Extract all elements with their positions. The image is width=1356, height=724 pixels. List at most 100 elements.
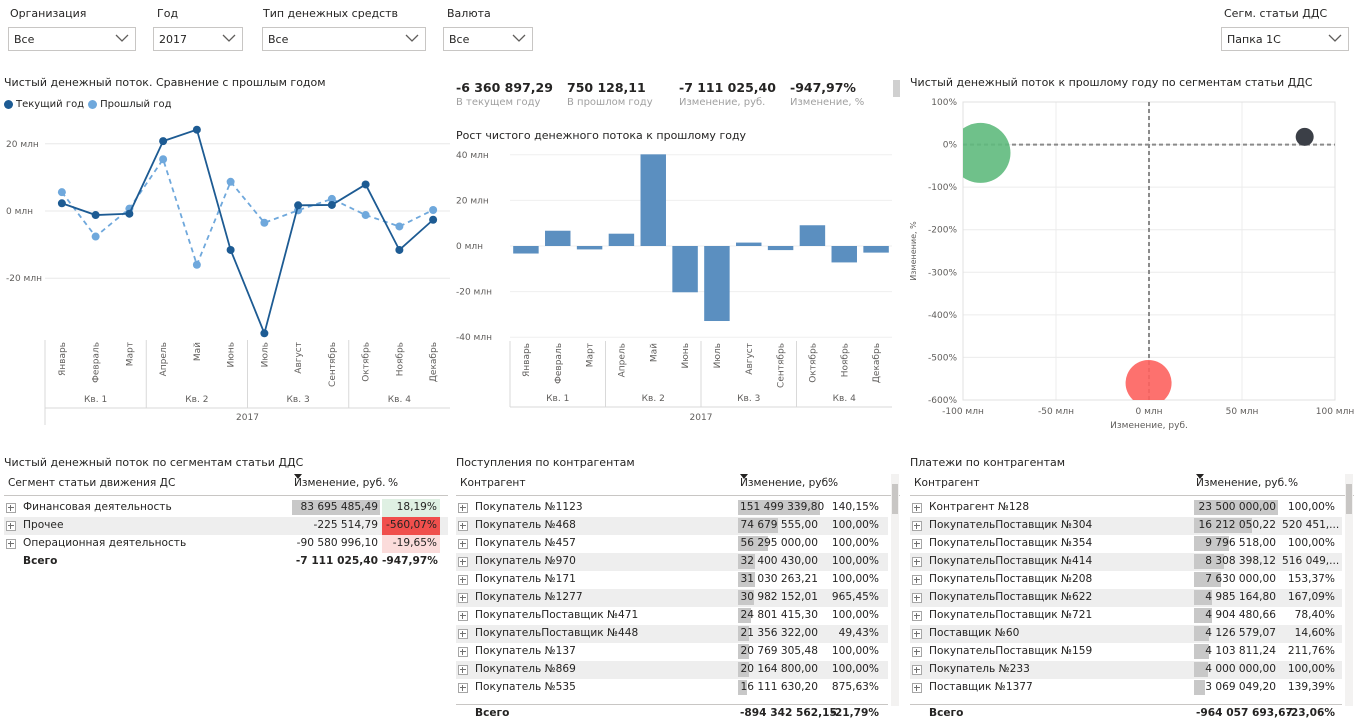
expand-plus-icon[interactable] <box>458 503 468 513</box>
y-tick-label: 20 млн <box>456 196 489 206</box>
bar <box>736 242 762 246</box>
expand-plus-icon[interactable] <box>912 557 922 567</box>
table-row[interactable]: Покупатель №137 20 769 305,48 100,00% <box>456 643 888 661</box>
column-header-name[interactable]: Сегмент статьи движения ДС <box>8 477 176 489</box>
table-row[interactable]: Операционная деятельность -90 580 996,10-… <box>4 535 448 553</box>
expand-plus-icon[interactable] <box>912 629 922 639</box>
point-previous <box>361 211 370 220</box>
receipts-table-title: Поступления по контрагентам <box>456 456 635 469</box>
expand-plus-icon[interactable] <box>458 629 468 639</box>
expand-plus-icon[interactable] <box>6 539 16 549</box>
expand-plus-icon[interactable] <box>912 521 922 531</box>
data-bar <box>738 644 750 659</box>
table-row[interactable]: ПокупательПоставщик №354 9 796 518,00 100,… <box>910 535 1342 553</box>
slicer-segment-dropdown[interactable]: Папка 1С <box>1221 27 1349 51</box>
expand-plus-icon[interactable] <box>458 611 468 621</box>
table-row[interactable]: ПокупательПоставщик №622 4 985 164,80 167,… <box>910 589 1342 607</box>
table-row[interactable]: Контрагент №128 23 500 000,00 100,00% <box>910 499 1342 517</box>
column-header-change[interactable]: Изменение, руб. <box>294 474 385 489</box>
column-header-change[interactable]: Изменение, руб. <box>740 474 831 489</box>
table-scrollbar[interactable] <box>1345 474 1353 706</box>
row-change-value: -90 580 996,10 <box>296 537 378 549</box>
quarter-label: Кв. 1 <box>84 395 107 405</box>
table-row[interactable]: ПокупательПоставщик №304 16 212 050,22 520… <box>910 517 1342 535</box>
table-row[interactable]: ПокупательПоставщик №471 24 801 415,30 100… <box>456 607 888 625</box>
table-row[interactable]: Покупатель №1123 151 499 339,80 140,15% <box>456 499 888 517</box>
expand-plus-icon[interactable] <box>912 539 922 549</box>
expand-plus-icon[interactable] <box>912 611 922 621</box>
line-chart-legend: Текущий год Прошлый год <box>4 99 172 110</box>
expand-plus-icon[interactable] <box>6 521 16 531</box>
row-name: ПокупательПоставщик №448 <box>475 627 639 639</box>
expand-plus-icon[interactable] <box>912 665 922 675</box>
x-tick-label: Май <box>649 343 659 362</box>
row-pct-value: 100,00% <box>831 663 879 675</box>
table-row[interactable]: Покупатель №869 20 164 800,00 100,00% <box>456 661 888 679</box>
total-pct-value: -21,79% <box>830 707 879 719</box>
legend-previous-label: Прошлый год <box>100 99 172 110</box>
column-header-pct[interactable]: % <box>1288 477 1299 489</box>
legend-previous-dot <box>88 100 98 109</box>
table-row[interactable]: ПокупательПоставщик №159 4 103 811,24 211,… <box>910 643 1342 661</box>
expand-plus-icon[interactable] <box>912 575 922 585</box>
expand-plus-icon[interactable] <box>458 647 468 657</box>
table-row[interactable]: Покупатель №1277 30 982 152,01 965,45% <box>456 589 888 607</box>
table-row[interactable]: Покупатель №171 31 030 263,21 100,00% <box>456 571 888 589</box>
expand-plus-icon[interactable] <box>6 503 16 513</box>
column-header-pct[interactable]: % <box>828 477 839 489</box>
table-row[interactable]: ПокупательПоставщик №208 7 630 000,00 153,… <box>910 571 1342 589</box>
point-current <box>260 329 269 338</box>
table-scrollbar[interactable] <box>891 474 899 706</box>
table-row[interactable]: Покупатель №535 16 111 630,20 875,63% <box>456 679 888 697</box>
x-axis-title: Изменение, руб. <box>1110 421 1188 431</box>
expand-plus-icon[interactable] <box>458 557 468 567</box>
table-row[interactable]: Прочее -225 514,79 -560,07% <box>4 517 448 535</box>
table-row[interactable]: Финансовая деятельность 83 695 485,49 18,1… <box>4 499 448 517</box>
y-tick-label: -20 млн <box>456 288 492 298</box>
quarter-label: Кв. 3 <box>737 394 760 404</box>
row-name: Покупатель №1123 <box>475 501 583 513</box>
expand-plus-icon[interactable] <box>458 593 468 603</box>
column-header-name[interactable]: Контрагент <box>460 477 526 489</box>
slicer-currency-dropdown[interactable]: Все <box>443 27 533 51</box>
data-bar <box>738 572 755 587</box>
row-change-value: 21 356 322,00 <box>740 627 818 639</box>
y-tick-label: -40 млн <box>456 333 492 343</box>
expand-plus-icon[interactable] <box>912 647 922 657</box>
scrollbar-thumb[interactable] <box>1346 484 1352 514</box>
slicer-cash_type-dropdown[interactable]: Все <box>262 27 426 51</box>
table-row[interactable]: Покупатель №970 32 400 430,00 100,00% <box>456 553 888 571</box>
legend-current-label: Текущий год <box>16 99 85 110</box>
chevron-down-icon <box>405 31 419 45</box>
slicer-org-dropdown[interactable]: Все <box>8 27 136 51</box>
point-previous <box>91 232 100 241</box>
column-header-name[interactable]: Контрагент <box>914 477 980 489</box>
expand-plus-icon[interactable] <box>912 683 922 693</box>
row-name: Поставщик №1377 <box>929 681 1033 693</box>
scrollbar-thumb[interactable] <box>892 484 898 514</box>
table-row[interactable]: Покупатель №457 56 295 000,00 100,00% <box>456 535 888 553</box>
kpi-scrollbar[interactable] <box>893 80 900 97</box>
expand-plus-icon[interactable] <box>458 683 468 693</box>
table-row[interactable]: ПокупательПоставщик №448 21 356 322,00 49,… <box>456 625 888 643</box>
point-current <box>125 209 134 218</box>
table-header: Сегмент статьи движения ДС Изменение, руб… <box>4 474 448 496</box>
expand-plus-icon[interactable] <box>458 575 468 585</box>
expand-plus-icon[interactable] <box>912 593 922 603</box>
table-row[interactable]: ПокупательПоставщик №721 4 904 480,66 78,4… <box>910 607 1342 625</box>
x-tick-label: Июль <box>713 343 723 368</box>
slicer-year-dropdown[interactable]: 2017 <box>153 27 243 51</box>
row-change-value: 4 000 000,00 <box>1205 663 1276 675</box>
expand-plus-icon[interactable] <box>458 521 468 531</box>
table-row[interactable]: ПокупательПоставщик №414 8 308 398,12 516 … <box>910 553 1342 571</box>
table-row[interactable]: Покупатель №233 4 000 000,00 100,00% <box>910 661 1342 679</box>
table-row[interactable]: Поставщик №60 4 126 579,07 14,60% <box>910 625 1342 643</box>
column-header-change[interactable]: Изменение, руб. <box>1196 474 1287 489</box>
column-header-pct[interactable]: % <box>388 477 399 489</box>
x-tick-label: Июнь <box>681 343 691 369</box>
expand-plus-icon[interactable] <box>912 503 922 513</box>
expand-plus-icon[interactable] <box>458 665 468 675</box>
table-row[interactable]: Поставщик №1377 3 069 049,20 139,39% <box>910 679 1342 697</box>
expand-plus-icon[interactable] <box>458 539 468 549</box>
table-row[interactable]: Покупатель №468 74 679 555,00 100,00% <box>456 517 888 535</box>
